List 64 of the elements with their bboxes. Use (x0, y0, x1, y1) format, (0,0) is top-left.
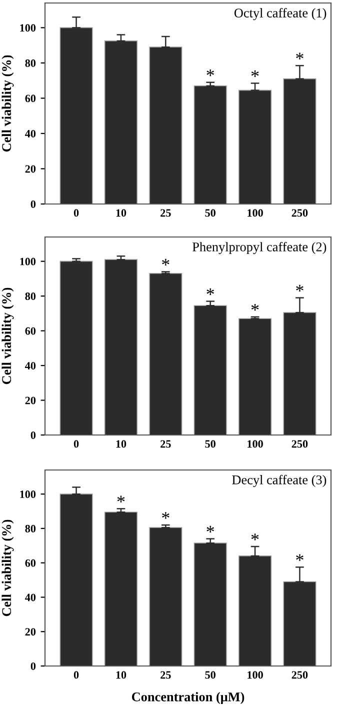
x-tick-label: 0 (74, 440, 79, 448)
y-tick-label: 20 (25, 165, 36, 173)
x-tick-label: 25 (160, 440, 171, 448)
y-axis-title: Cell viability (%) (2, 288, 14, 384)
annotation: * (296, 52, 304, 60)
y-axis-title: Cell viability (%) (2, 520, 14, 616)
annotation: * (117, 496, 125, 502)
annotation: * (206, 69, 214, 76)
chart-title: Decyl caffeate (3) (232, 474, 326, 488)
y-tick-label: 40 (25, 130, 36, 138)
x-tick-label: 10 (116, 671, 126, 679)
bar (194, 305, 227, 435)
annotation: * (162, 512, 170, 519)
bar (194, 85, 227, 204)
y-tick-label: 100 (20, 490, 36, 498)
y-tick-label: 0 (30, 200, 36, 208)
x-axis-title: Concentration (μM) (132, 692, 244, 704)
x-tick-label: 0 (74, 671, 79, 679)
y-tick-label: 20 (25, 396, 36, 404)
y-tick-label: 80 (25, 59, 36, 67)
x-tick-label: 25 (160, 671, 171, 679)
y-tick-label: 0 (30, 431, 36, 439)
x-tick-label: 50 (205, 671, 216, 679)
y-tick-label: 40 (25, 362, 36, 370)
annotation: * (162, 258, 170, 266)
y-axis-title: Cell viability (%) (2, 55, 14, 152)
x-tick-label: 250 (292, 440, 308, 448)
y-tick-label: 100 (20, 24, 36, 32)
annotation: * (206, 288, 214, 295)
y-tick-label: 60 (25, 94, 36, 102)
x-tick-label: 250 (292, 209, 308, 217)
x-tick-label: 0 (74, 209, 79, 217)
x-tick-label: 50 (205, 209, 216, 217)
annotation: * (251, 304, 259, 311)
y-tick-label: 80 (25, 524, 36, 532)
y-tick-label: 40 (25, 594, 36, 602)
annotation: * (251, 70, 259, 77)
annotation: * (296, 554, 304, 561)
bar (149, 527, 182, 666)
chart-title: Phenylpropyl caffeate (2) (192, 242, 326, 254)
x-tick-label: 250 (292, 671, 308, 679)
bar (60, 260, 93, 435)
y-tick-label: 0 (30, 662, 36, 670)
x-tick-label: 100 (248, 440, 263, 448)
annotation: * (251, 534, 259, 540)
x-tick-label: 100 (248, 671, 263, 679)
chart-title: Octyl caffeate (1) (234, 8, 326, 20)
y-tick-label: 100 (20, 258, 36, 266)
bar (194, 542, 227, 666)
x-tick-label: 10 (116, 209, 126, 217)
x-tick-label: 50 (205, 440, 216, 448)
y-tick-label: 80 (25, 292, 36, 300)
bar (238, 318, 272, 435)
y-tick-label: 20 (25, 628, 36, 636)
annotation: * (206, 526, 214, 532)
x-tick-label: 100 (248, 209, 263, 217)
x-tick-label: 25 (160, 209, 171, 217)
annotation: * (296, 284, 304, 292)
bar (104, 512, 138, 666)
x-tick-label: 10 (116, 440, 126, 448)
bar (104, 259, 138, 435)
y-tick-label: 60 (25, 327, 36, 335)
bar (149, 273, 182, 435)
y-tick-label: 60 (25, 559, 36, 567)
